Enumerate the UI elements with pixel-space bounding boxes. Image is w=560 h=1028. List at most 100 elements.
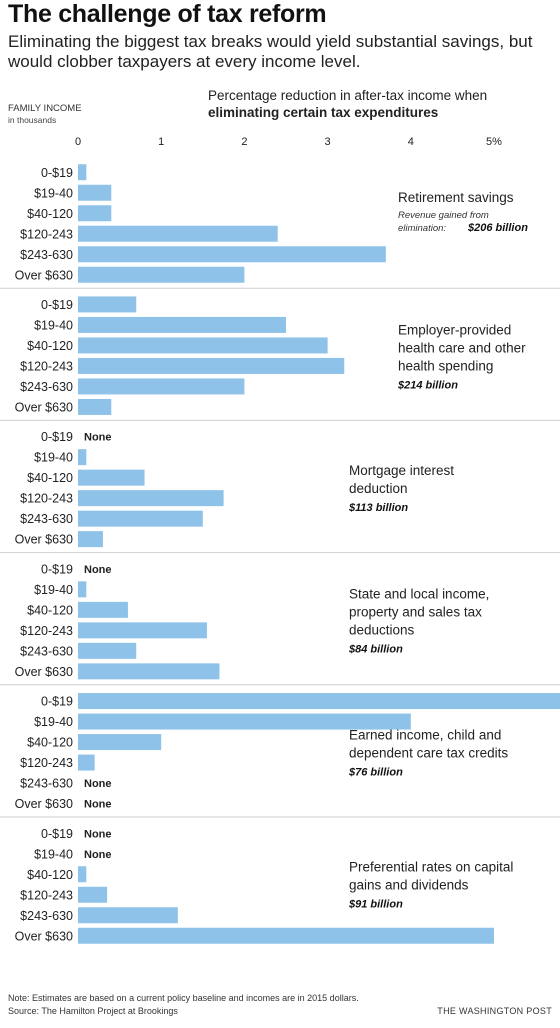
category-label: $40-120 — [27, 736, 73, 750]
category-label: 0-$19 — [41, 430, 73, 444]
x-tick-label: 5% — [486, 136, 502, 148]
bar — [78, 531, 103, 548]
panel-title: deduction — [349, 481, 408, 496]
footnote: Note: Estimates are based on a current p… — [8, 993, 359, 1003]
category-label: $19-40 — [34, 318, 73, 332]
none-label: None — [84, 432, 112, 444]
bar — [78, 622, 207, 639]
none-label: None — [84, 778, 112, 790]
category-label: $40-120 — [27, 471, 73, 485]
bar — [78, 693, 560, 710]
revenue-amount: $206 billion — [467, 222, 528, 234]
category-label: $120-243 — [20, 359, 73, 373]
category-label: 0-$19 — [41, 562, 73, 576]
category-label: Over $630 — [15, 665, 73, 679]
revenue-amount: $214 billion — [397, 379, 458, 391]
bar — [78, 663, 220, 680]
revenue-amount: $84 billion — [348, 644, 403, 656]
bar — [78, 642, 137, 659]
chart-title: The challenge of tax reform — [8, 0, 327, 28]
bar — [78, 581, 87, 598]
category-label: $19-40 — [34, 583, 73, 597]
category-label: Over $630 — [15, 400, 73, 414]
category-label: $243-630 — [20, 644, 73, 658]
bar — [78, 225, 278, 242]
bar — [78, 510, 203, 527]
category-label: $120-243 — [20, 624, 73, 638]
bar — [78, 713, 411, 730]
category-label: $120-243 — [20, 492, 73, 506]
bar — [78, 184, 112, 201]
category-label: $19-40 — [34, 715, 73, 729]
bar — [78, 886, 108, 903]
x-tick-label: 2 — [241, 136, 247, 148]
bar — [78, 469, 145, 486]
panel-title: gains and dividends — [349, 878, 469, 893]
category-label: $243-630 — [20, 512, 73, 526]
category-label: $120-243 — [20, 888, 73, 902]
category-label: $40-120 — [27, 603, 73, 617]
category-label: $243-630 — [20, 380, 73, 394]
bar — [78, 907, 178, 924]
bar — [78, 601, 128, 618]
bar — [78, 734, 162, 751]
bar — [78, 296, 137, 313]
panel-title: Preferential rates on capital — [349, 860, 513, 875]
bar — [78, 378, 245, 395]
bar — [78, 866, 87, 883]
axis-title-line1: Percentage reduction in after-tax income… — [208, 88, 488, 103]
category-label: $19-40 — [34, 186, 73, 200]
category-label: $40-120 — [27, 339, 73, 353]
revenue-note: elimination: — [398, 223, 446, 234]
none-label: None — [84, 799, 112, 811]
category-label: $243-630 — [20, 909, 73, 923]
panel-title: Mortgage interest — [349, 463, 454, 478]
publisher-credit: THE WASHINGTON POST — [437, 1006, 552, 1016]
category-label: 0-$19 — [41, 298, 73, 312]
category-label: $243-630 — [20, 777, 73, 791]
none-label: None — [84, 564, 112, 576]
bar — [78, 205, 112, 222]
panel-title: deductions — [349, 623, 415, 638]
category-label: Over $630 — [15, 929, 73, 943]
category-label: Over $630 — [15, 268, 73, 282]
category-label: $120-243 — [20, 756, 73, 770]
panel-title: health spending — [398, 358, 493, 373]
revenue-amount: $76 billion — [348, 766, 403, 778]
family-income-sublabel: in thousands — [8, 115, 57, 125]
category-label: $243-630 — [20, 248, 73, 262]
bar-chart: 0 1 2 3 4 5% 0-$19 $19-40 $40-120 $120-243 $243-63… — [0, 136, 560, 944]
panel-title: Retirement savings — [398, 190, 514, 205]
x-tick-label: 4 — [408, 136, 414, 148]
panel-title: property and sales tax — [349, 605, 482, 620]
panel-title: dependent care tax credits — [349, 745, 508, 760]
panel-title: health care and other — [398, 340, 526, 355]
category-label: 0-$19 — [41, 827, 73, 841]
x-tick-label: 3 — [325, 136, 331, 148]
panel-title: Earned income, child and — [349, 727, 501, 742]
category-label: $120-243 — [20, 227, 73, 241]
axis-title: Percentage reduction in after-tax income… — [208, 87, 487, 121]
category-label: Over $630 — [15, 533, 73, 547]
x-tick-label: 0 — [75, 136, 81, 148]
source-line: Source: The Hamilton Project at Brooking… — [8, 1006, 178, 1016]
bar — [78, 754, 95, 771]
bar — [78, 490, 224, 507]
panel-title: State and local income, — [349, 587, 489, 602]
bar — [78, 449, 87, 466]
bar — [78, 357, 345, 374]
x-tick-label: 1 — [158, 136, 164, 148]
revenue-amount: $113 billion — [348, 502, 408, 514]
category-label: $40-120 — [27, 868, 73, 882]
revenue-amount: $91 billion — [348, 899, 403, 911]
bar — [78, 337, 328, 354]
panel-title: Employer-provided — [398, 322, 511, 337]
category-label: Over $630 — [15, 797, 73, 811]
bar — [78, 398, 112, 415]
category-label: 0-$19 — [41, 166, 73, 180]
bar — [78, 246, 386, 263]
category-label: 0-$19 — [41, 695, 73, 709]
bar — [78, 164, 87, 181]
bar — [78, 266, 245, 283]
axis-title-line2: eliminating certain tax expenditures — [208, 105, 439, 120]
